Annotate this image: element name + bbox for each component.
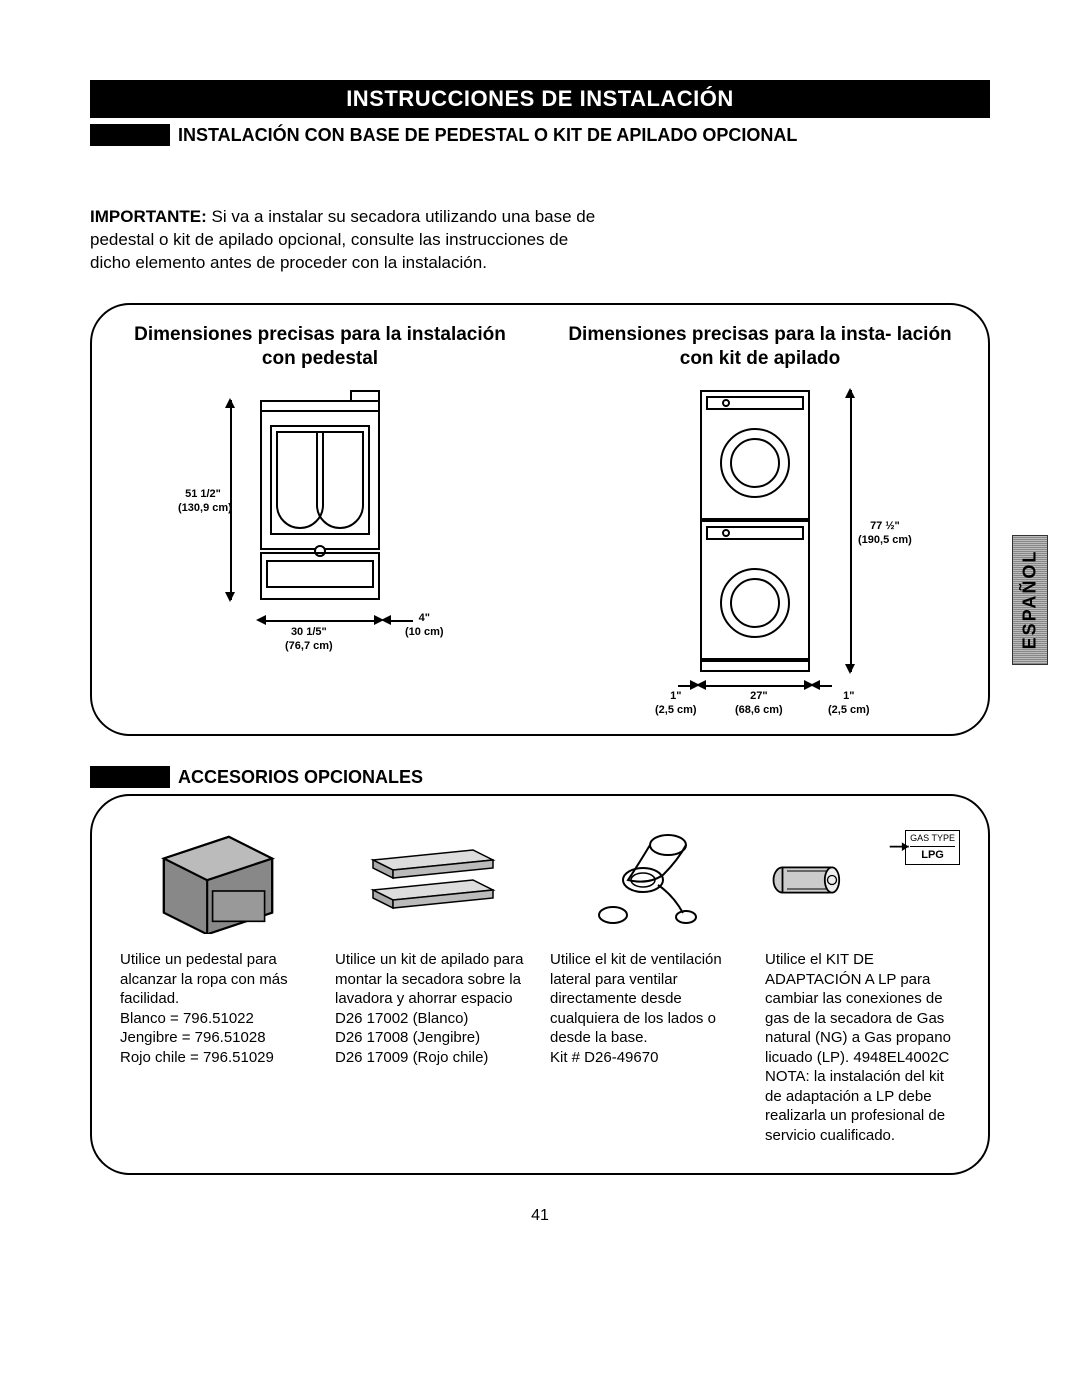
accessories-heading: ACCESORIOS OPCIONALES [178, 767, 423, 788]
ped-d-cm: (10 cm) [405, 626, 444, 638]
language-tab: ESPAÑOL [1012, 535, 1048, 665]
acc-lp-col: GAS TYPE LPG Utilice el KIT DE ADAPTACIÓ… [765, 820, 960, 1145]
pedestal-diagram: 51 1/2" (130,9 cm) 30 1/5" (76,7 cm) [170, 380, 470, 680]
stack-width-line [700, 685, 810, 687]
gas-type-label: GAS TYPE [910, 833, 955, 845]
ped-h-cm: (130,9 cm) [178, 502, 232, 514]
stk-h-in: 77 ½" [870, 520, 900, 532]
stack-height-label: 77 ½" (190,5 cm) [858, 520, 912, 546]
ped-w-in: 30 1/5" [291, 626, 327, 638]
stacking-column: Dimensiones precisas para la insta- laci… [560, 323, 960, 711]
pedestal-drawer [266, 560, 374, 588]
stack-width-label: 27" (68,6 cm) [735, 690, 783, 716]
acc-lp-text: Utilice el KIT DE ADAPTACIÓN A LP para c… [765, 950, 960, 1067]
acc-ped-white: Blanco = 796.51022 [120, 1009, 315, 1029]
arrow-left-icon-2 [381, 615, 391, 625]
accessories-marker [90, 766, 170, 788]
accessories-box: Utilice un pedestal para alcanzar la rop… [90, 794, 990, 1175]
arrow-down-icon-2 [845, 664, 855, 674]
acc-stack-col: Utilice un kit de apilado para montar la… [335, 820, 530, 1145]
acc-stack-white: D26 17002 (Blanco) [335, 1009, 530, 1029]
main-title: INSTRUCCIONES DE INSTALACIÓN [346, 86, 734, 111]
stacking-diagram: 77 ½" (190,5 cm) 27" (68,6 cm) 1" [600, 380, 920, 710]
acc-ped-text: Utilice un pedestal para alcanzar la rop… [120, 950, 315, 1009]
width-line [260, 620, 380, 622]
arrow-up-icon-2 [845, 388, 855, 398]
washer-control [706, 526, 804, 540]
dryer-door [270, 425, 370, 535]
ped-w-cm: (76,7 cm) [285, 640, 333, 652]
arrow-down-icon [225, 592, 235, 602]
subtitle-text: INSTALACIÓN CON BASE DE PEDESTAL O KIT D… [178, 125, 797, 146]
stack-right-gap-label: 1" (2,5 cm) [828, 690, 870, 716]
main-title-bar: INSTRUCCIONES DE INSTALACIÓN [90, 80, 990, 118]
acc-pedestal-col: Utilice un pedestal para alcanzar la rop… [120, 820, 315, 1145]
stk-h-cm: (190,5 cm) [858, 534, 912, 546]
acc-stack-ginger: D26 17008 (Jengibre) [335, 1028, 530, 1048]
stk-w-in: 27" [750, 690, 767, 702]
arrow-left-icon [256, 615, 266, 625]
stk-r-cm: (2,5 cm) [828, 704, 870, 716]
stk-l-cm: (2,5 cm) [655, 704, 697, 716]
dimensions-row: Dimensiones precisas para la instalación… [120, 323, 960, 711]
stacking-title: Dimensiones precisas para la insta- laci… [560, 323, 960, 371]
stk-l-in: 1" [670, 690, 681, 702]
arrow-up-icon [225, 398, 235, 408]
stk-w-cm: (68,6 cm) [735, 704, 783, 716]
stack-kit-illustration [335, 820, 530, 940]
subtitle-marker [90, 124, 170, 146]
stack-height-line [850, 390, 852, 672]
pedestal-height-label: 51 1/2" (130,9 cm) [178, 488, 228, 514]
height-line [230, 400, 232, 600]
acc-vent-kit: Kit # D26-49670 [550, 1048, 745, 1068]
stk-r-in: 1" [843, 690, 854, 702]
page-content: INSTRUCCIONES DE INSTALACIÓN INSTALACIÓN… [90, 80, 990, 1175]
acc-vent-text: Utilice el kit de ventilación lateral pa… [550, 950, 745, 1048]
ped-d-in: 4" [419, 612, 430, 624]
pedestal-depth-label: 4" (10 cm) [405, 612, 444, 638]
arrow-left-icon-4 [810, 680, 820, 690]
stack-left-gap-label: 1" (2,5 cm) [655, 690, 697, 716]
washer-porthole-inner [730, 578, 780, 628]
language-tab-label: ESPAÑOL [1020, 550, 1041, 650]
acc-vent-col: Utilice el kit de ventilación lateral pa… [550, 820, 745, 1145]
accessories-grid: Utilice un pedestal para alcanzar la rop… [120, 820, 960, 1145]
lpg-label: LPG [910, 846, 955, 862]
pedestal-illustration [120, 820, 315, 940]
pedestal-width-label: 30 1/5" (76,7 cm) [285, 626, 333, 652]
page-number: 41 [531, 1207, 549, 1225]
subtitle-row: INSTALACIÓN CON BASE DE PEDESTAL O KIT D… [90, 124, 990, 146]
dryer-porthole-inner [730, 438, 780, 488]
acc-ped-ginger: Jengibre = 796.51028 [120, 1028, 315, 1048]
dimensions-box: Dimensiones precisas para la instalación… [90, 303, 990, 737]
arrow-right-icon-4 [690, 680, 700, 690]
acc-ped-chile: Rojo chile = 796.51029 [120, 1048, 315, 1068]
acc-stack-chile: D26 17009 (Rojo chile) [335, 1048, 530, 1068]
importante-label: IMPORTANTE: [90, 207, 207, 226]
dryer-control [706, 396, 804, 410]
acc-lp-note: NOTA: la instalación del kit de adaptaci… [765, 1067, 960, 1145]
vent-kit-illustration [550, 820, 745, 940]
acc-stack-text: Utilice un kit de apilado para montar la… [335, 950, 530, 1009]
importante-paragraph: IMPORTANTE: Si va a instalar su secadora… [90, 206, 610, 275]
washer-toe [700, 660, 810, 672]
pedestal-column: Dimensiones precisas para la instalación… [120, 323, 520, 711]
lp-kit-illustration: GAS TYPE LPG [765, 820, 960, 940]
pedestal-title: Dimensiones precisas para la instalación… [120, 323, 520, 371]
accessories-heading-row: ACCESORIOS OPCIONALES [90, 766, 990, 788]
ped-h-in: 51 1/2" [185, 488, 221, 500]
